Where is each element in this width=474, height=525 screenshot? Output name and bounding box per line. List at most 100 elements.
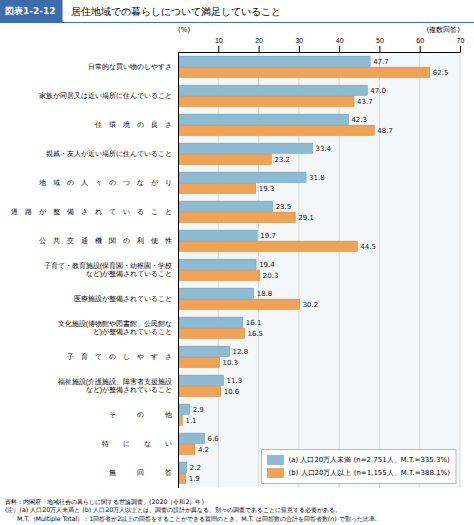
series-bars xyxy=(178,56,370,472)
bar xyxy=(178,96,354,106)
x-tick-mark xyxy=(259,46,260,52)
x-tick: 70 xyxy=(457,37,465,52)
y-tick-label-line: 子育て・教育施設(保育園・幼稚園・学校 xyxy=(44,261,172,270)
data-label: 48.7 xyxy=(377,127,393,135)
data-label: 12.8 xyxy=(233,348,249,356)
x-tick-mark xyxy=(218,46,219,52)
y-tick: 文化施設(博物館や図書館、公民館など)が整備されていること xyxy=(58,320,178,336)
x-tick-label: 40 xyxy=(336,37,344,44)
bar xyxy=(178,85,367,95)
x-axis: 10203040506070 xyxy=(179,37,465,53)
chart-title: 居住地域での暮らしについて満足していること xyxy=(71,6,281,17)
y-tick: 地 域 の 人 々 の つ な が り xyxy=(38,179,178,187)
data-label: 11.3 xyxy=(227,377,243,385)
bar xyxy=(178,183,256,193)
y-tick: 住 環 境 の 良 さ xyxy=(94,121,178,128)
bar xyxy=(178,270,260,280)
data-label: 47.7 xyxy=(373,58,389,66)
note: M.T.（Multiple Total）：1回答者が2以上の回答をすることができ… xyxy=(5,515,377,523)
grid-line xyxy=(419,52,420,488)
data-label: 30.2 xyxy=(303,301,319,309)
bar xyxy=(178,154,271,164)
chart-container: 図表1-2-12 居住地域での暮らしについて満足していること資料：内閣府「地域社会… xyxy=(0,0,474,525)
data-label: 2.9 xyxy=(193,406,204,414)
bar xyxy=(178,473,186,483)
title-box-text: 図表1-2-12 xyxy=(5,6,56,16)
y-tick-label: 文化施設(博物館や図書館、公民館など)が整備されていること xyxy=(58,320,172,336)
data-label: 20.3 xyxy=(263,272,279,280)
data-label: 10.6 xyxy=(224,388,240,396)
bar xyxy=(178,357,219,367)
y-tick: 家族が同居又は近い場所に住んでいること xyxy=(39,92,178,100)
note: 資料：内閣府「地域社会の暮らしに関する世論調査」(2020（令和2）年) xyxy=(5,498,204,506)
legend-item: (b) 人口20万人以上 (n=1,155人、M.T.=388.1%) xyxy=(267,469,450,478)
grid-line xyxy=(460,52,461,488)
bar xyxy=(178,212,295,222)
chart-svg: 図表1-2-12 居住地域での暮らしについて満足していること資料：内閣府「地域社会… xyxy=(0,0,474,525)
x-tick-mark xyxy=(339,46,340,52)
title-rule xyxy=(0,22,474,23)
bar xyxy=(178,317,243,327)
y-tick: 道 路 が 整 備 さ れ て い る こ と xyxy=(11,208,178,216)
data-label: 47.0 xyxy=(370,87,386,95)
bar xyxy=(178,386,221,396)
bar xyxy=(178,328,244,338)
y-tick-label-line: 日常的な買い物のしやすさ xyxy=(88,63,172,71)
title-bar: 図表1-2-12 居住地域での暮らしについて満足していること xyxy=(0,0,474,23)
data-label: 16.5 xyxy=(247,330,263,338)
x-tick-label: 70 xyxy=(457,37,465,44)
y-tick: 医療施設が整備されていること xyxy=(74,295,178,303)
x-tick: 60 xyxy=(416,37,424,52)
y-tick: 福祉施設(介護施設、障害者支援施設など)が整備されていること xyxy=(58,378,178,394)
bar xyxy=(178,288,254,298)
x-tick: 30 xyxy=(295,37,303,52)
bar xyxy=(178,462,187,472)
note-line: M.T.（Multiple Total）：1回答者が2以上の回答をすることができ… xyxy=(5,515,377,523)
data-label: 4.2 xyxy=(198,446,209,454)
bar xyxy=(178,143,313,153)
y-tick: 子 育 て の し や す さ xyxy=(67,352,178,361)
title-box xyxy=(0,0,63,22)
y-axis-line xyxy=(178,53,179,489)
x-tick-mark xyxy=(460,46,461,52)
data-label: 19.4 xyxy=(259,261,275,269)
y-tick-label-line: 無 回 答 xyxy=(109,469,172,477)
y-tick-label: 福祉施設(介護施設、障害者支援施設など)が整備されていること xyxy=(58,378,172,394)
y-tick-label: そ の 他 xyxy=(109,411,172,419)
y-tick: そ の 他 xyxy=(109,411,178,419)
data-label: 29.1 xyxy=(298,214,314,222)
y-tick-label-line: 公 共 交 通 機 関 の 利 便 性 xyxy=(39,237,172,245)
data-label: 31.8 xyxy=(309,174,325,182)
y-tick-label-line: 子 育 て の し や す さ xyxy=(67,352,172,361)
data-label: 18.8 xyxy=(257,290,273,298)
data-label: 2.2 xyxy=(190,464,201,472)
y-tick-label: 特 に な い xyxy=(102,440,172,448)
y-tick-label: 無 回 答 xyxy=(109,469,172,477)
y-tick-label-line: 特 に な い xyxy=(102,440,172,448)
y-tick-label-line: そ の 他 xyxy=(109,411,172,419)
x-tick-label: 60 xyxy=(416,37,424,44)
bar xyxy=(178,346,230,356)
data-label: 62.5 xyxy=(433,69,449,77)
legend-label: (a) 人口20万人未満 (n=2,751人、M.T.=335.3%) xyxy=(288,456,450,464)
y-tick-label: 子 育 て の し や す さ xyxy=(67,352,172,361)
y-tick: 無 回 答 xyxy=(109,469,178,477)
bar xyxy=(178,299,300,309)
bar xyxy=(178,67,430,77)
data-label: 6.6 xyxy=(208,435,220,443)
x-tick: 50 xyxy=(376,37,384,52)
plot: 47.747.042.333.431.823.519.719.418.816.1… xyxy=(11,26,464,488)
y-axis: 日常的な買い物のしやすさ家族が同居又は近い場所に住んでいること住 環 境 の 良… xyxy=(11,53,179,489)
legend-label: (b) 人口20万人以上 (n=1,155人、M.T.=388.1%) xyxy=(288,469,450,477)
bar xyxy=(178,56,370,66)
data-label: 33.4 xyxy=(316,145,332,153)
y-tick: 子育て・教育施設(保育園・幼稚園・学校など)が整備されていること xyxy=(44,261,178,278)
y-tick-label-line: 住 環 境 の 良 さ xyxy=(94,121,172,128)
legend-item: (a) 人口20万人未満 (n=2,751人、M.T.=335.3%) xyxy=(267,456,450,465)
x-tick-label: 30 xyxy=(295,37,303,44)
y-tick-label-line: ど)が整備されていること xyxy=(93,328,172,336)
bar xyxy=(178,230,257,240)
data-label: 44.5 xyxy=(360,243,376,251)
legend-swatch xyxy=(267,469,283,478)
x-tick-label: 50 xyxy=(376,37,384,44)
